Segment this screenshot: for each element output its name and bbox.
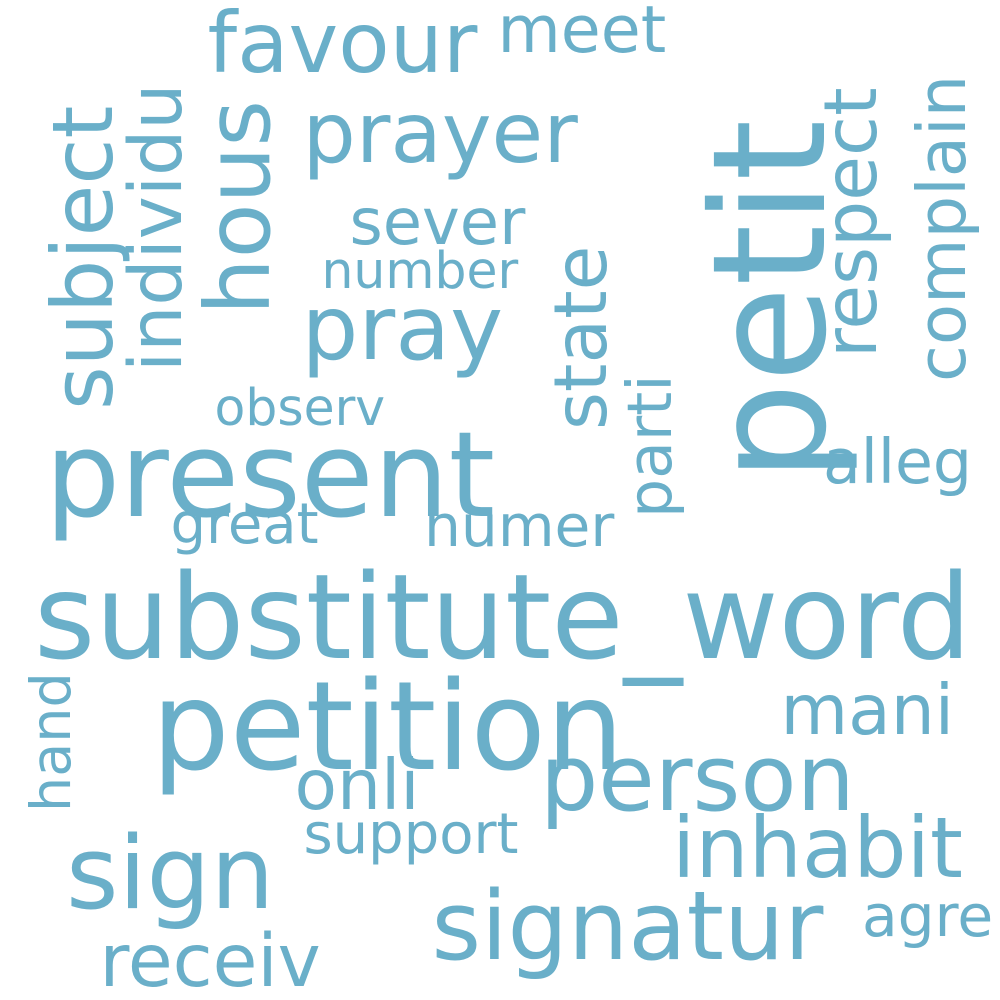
- word-individu: individu: [114, 83, 199, 372]
- word-signatur: signatur: [431, 872, 824, 982]
- word-hous: hous: [187, 99, 291, 315]
- word-number: number: [321, 240, 519, 300]
- word-respect: respect: [809, 86, 894, 358]
- word-substitute-word: substitute_word: [34, 548, 972, 686]
- word-sign: sign: [66, 813, 275, 932]
- word-alleg: alleg: [823, 425, 972, 498]
- word-mani: mani: [780, 670, 955, 751]
- word-complain: complain: [902, 74, 981, 382]
- word-person: person: [540, 725, 855, 832]
- word-present: present: [45, 406, 496, 544]
- word-pray: pray: [301, 277, 504, 381]
- word-agre: agre: [862, 882, 994, 950]
- word-observ: observ: [214, 377, 386, 437]
- word-inhabit: inhabit: [672, 798, 963, 897]
- word-state: state: [539, 245, 624, 430]
- word-numer: numer: [424, 492, 615, 560]
- word-receiv: receiv: [99, 919, 321, 1000]
- word-hand: hand: [19, 672, 84, 812]
- word-support: support: [303, 802, 519, 867]
- word-favour: favour: [207, 0, 478, 92]
- word-parti: parti: [613, 374, 686, 518]
- word-petition: petition: [151, 655, 624, 799]
- word-subject: subject: [33, 105, 132, 410]
- word-sever: sever: [349, 185, 526, 260]
- word-great: great: [170, 492, 319, 557]
- word-onli: onli: [294, 745, 420, 826]
- word-meet: meet: [497, 0, 667, 68]
- word-prayer: prayer: [302, 83, 578, 182]
